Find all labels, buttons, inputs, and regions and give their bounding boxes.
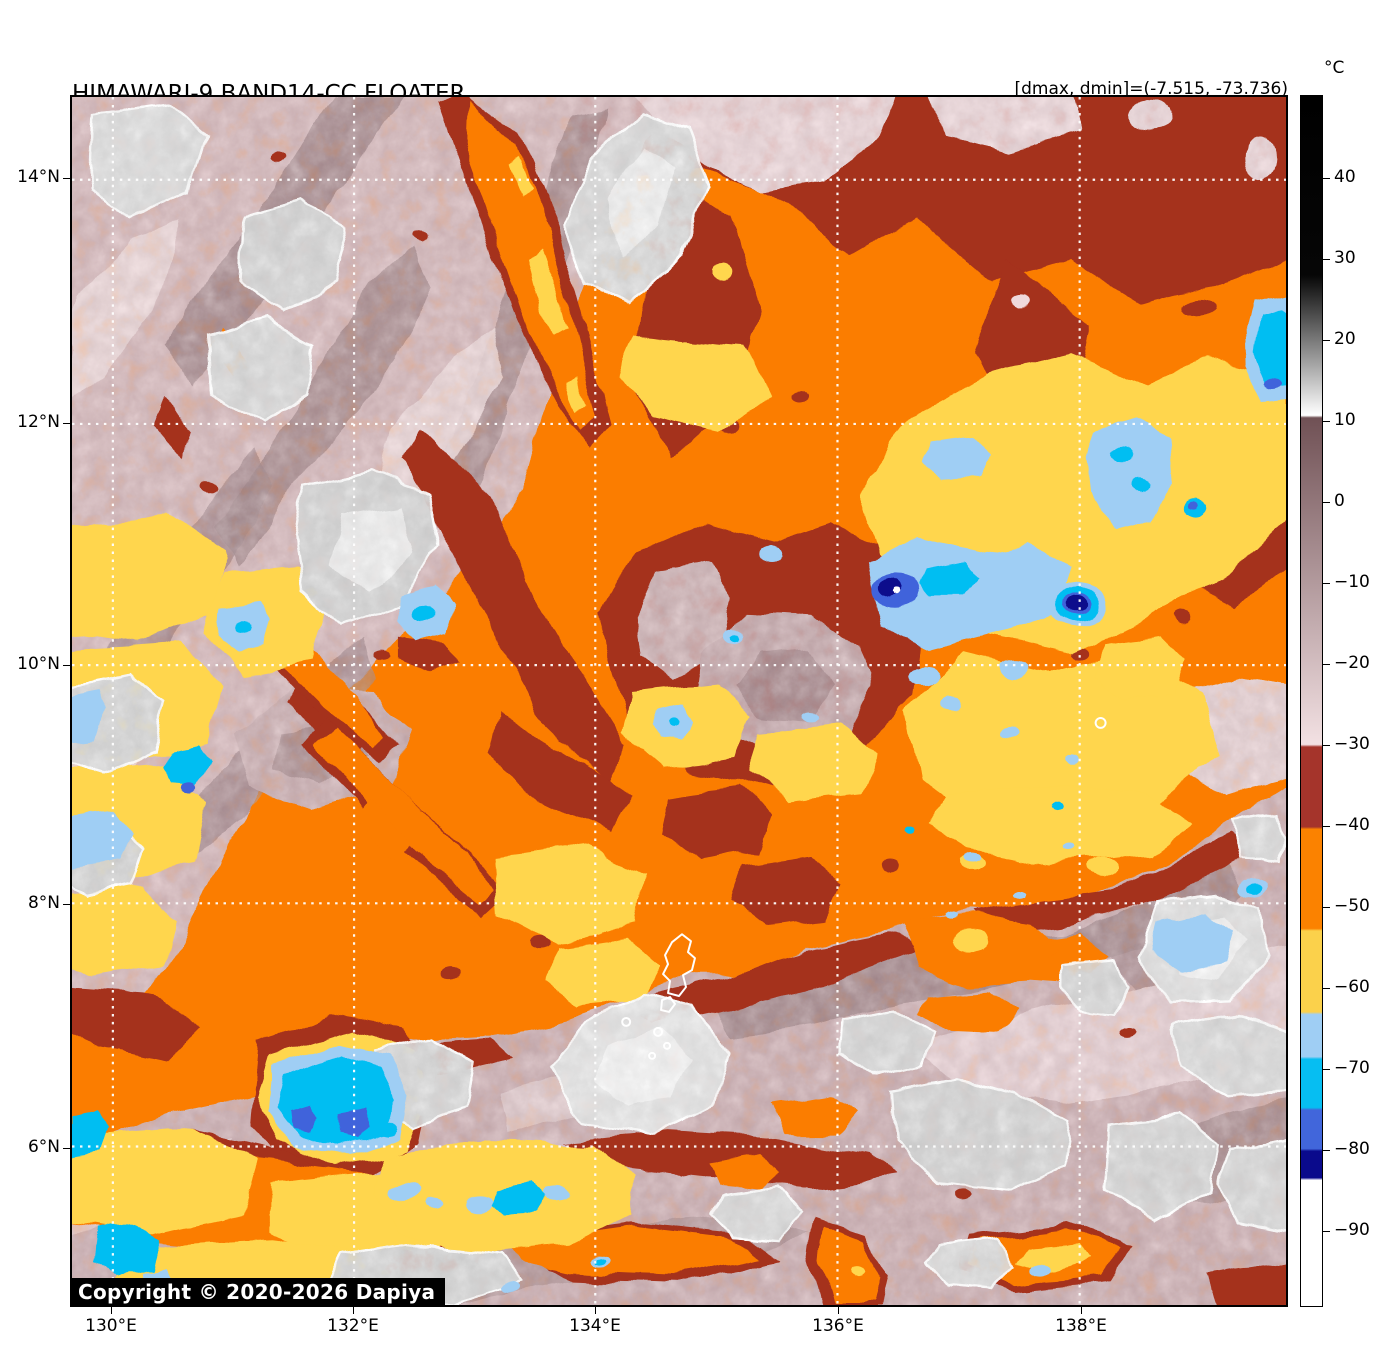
colorbar-tick bbox=[1323, 1231, 1330, 1232]
coastline-outlines bbox=[621, 716, 1107, 1060]
lat-label-10n: 10°N bbox=[17, 654, 60, 674]
colorbar-label-20: 20 bbox=[1334, 329, 1356, 349]
colorbar-label--60: −60 bbox=[1334, 977, 1370, 997]
lat-label-6n: 6°N bbox=[27, 1137, 60, 1157]
colorbar-tick bbox=[1323, 178, 1330, 179]
colorbar-label--40: −40 bbox=[1334, 815, 1370, 835]
colorbar-label--30: −30 bbox=[1334, 734, 1370, 754]
lon-tick bbox=[111, 1307, 112, 1314]
lat-tick bbox=[63, 178, 70, 179]
lat-label-8n: 8°N bbox=[27, 893, 60, 913]
colorbar-tick bbox=[1323, 907, 1330, 908]
colorbar-label-10: 10 bbox=[1334, 410, 1356, 430]
coldest-pixel-dot bbox=[892, 587, 900, 595]
gray-warm-cloud-blobs bbox=[72, 103, 1286, 1303]
blue-convective-cold-features bbox=[72, 294, 1286, 1296]
colorbar-label--20: −20 bbox=[1334, 653, 1370, 673]
lon-tick bbox=[838, 1307, 839, 1314]
lat-label-14n: 14°N bbox=[17, 167, 60, 187]
lon-tick bbox=[353, 1307, 354, 1314]
colorbar-label-0: 0 bbox=[1334, 491, 1345, 511]
colorbar-label--70: −70 bbox=[1334, 1058, 1370, 1078]
colorbar-tick bbox=[1323, 1150, 1330, 1151]
lon-label-136e: 136°E bbox=[812, 1316, 864, 1336]
colorbar-label--90: −90 bbox=[1334, 1220, 1370, 1240]
lon-tick bbox=[595, 1307, 596, 1314]
colorbar-label--10: −10 bbox=[1334, 572, 1370, 592]
cyan-patches bbox=[72, 310, 1286, 1278]
dmax-dmin-readout: [dmax, dmin]=(-7.515, -73.736) bbox=[1014, 79, 1289, 99]
temperature-colorbar bbox=[1300, 95, 1323, 1307]
lat-tick bbox=[63, 1148, 70, 1149]
lon-tick bbox=[1081, 1307, 1082, 1314]
satellite-ir-map: Copyright © 2020-2026 Dapiya bbox=[70, 95, 1288, 1307]
colorbar-tick bbox=[1323, 826, 1330, 827]
lat-tick bbox=[63, 423, 70, 424]
colorbar-unit-label: °C bbox=[1324, 58, 1345, 78]
colorbar-tick bbox=[1323, 583, 1330, 584]
copyright-badge: Copyright © 2020-2026 Dapiya bbox=[70, 1278, 446, 1307]
colorbar-tick bbox=[1323, 502, 1330, 503]
lon-label-130e: 130°E bbox=[85, 1316, 137, 1336]
colorbar-tick bbox=[1323, 340, 1330, 341]
lat-tick bbox=[63, 665, 70, 666]
latlon-gridlines bbox=[72, 97, 1286, 1305]
product-title: HIMAWARI-9 BAND14-CC FLOATER bbox=[72, 81, 466, 107]
lon-label-138e: 138°E bbox=[1055, 1316, 1107, 1336]
colorbar-label-30: 30 bbox=[1334, 248, 1356, 268]
colorbar-label--50: −50 bbox=[1334, 896, 1370, 916]
colorbar-label-40: 40 bbox=[1334, 167, 1356, 187]
colorbar-tick bbox=[1323, 1069, 1330, 1070]
lon-label-132e: 132°E bbox=[327, 1316, 379, 1336]
colorbar-label--80: −80 bbox=[1334, 1139, 1370, 1159]
colorbar-tick bbox=[1323, 988, 1330, 989]
ir-imagery-canvas bbox=[72, 97, 1286, 1305]
lat-tick bbox=[63, 904, 70, 905]
colorbar-tick bbox=[1323, 421, 1330, 422]
colorbar-tick bbox=[1323, 745, 1330, 746]
lat-label-12n: 12°N bbox=[17, 412, 60, 432]
lon-label-134e: 134°E bbox=[569, 1316, 621, 1336]
colorbar-tick bbox=[1323, 259, 1330, 260]
colorbar-tick bbox=[1323, 664, 1330, 665]
convective-core-b-navy bbox=[1066, 594, 1087, 613]
